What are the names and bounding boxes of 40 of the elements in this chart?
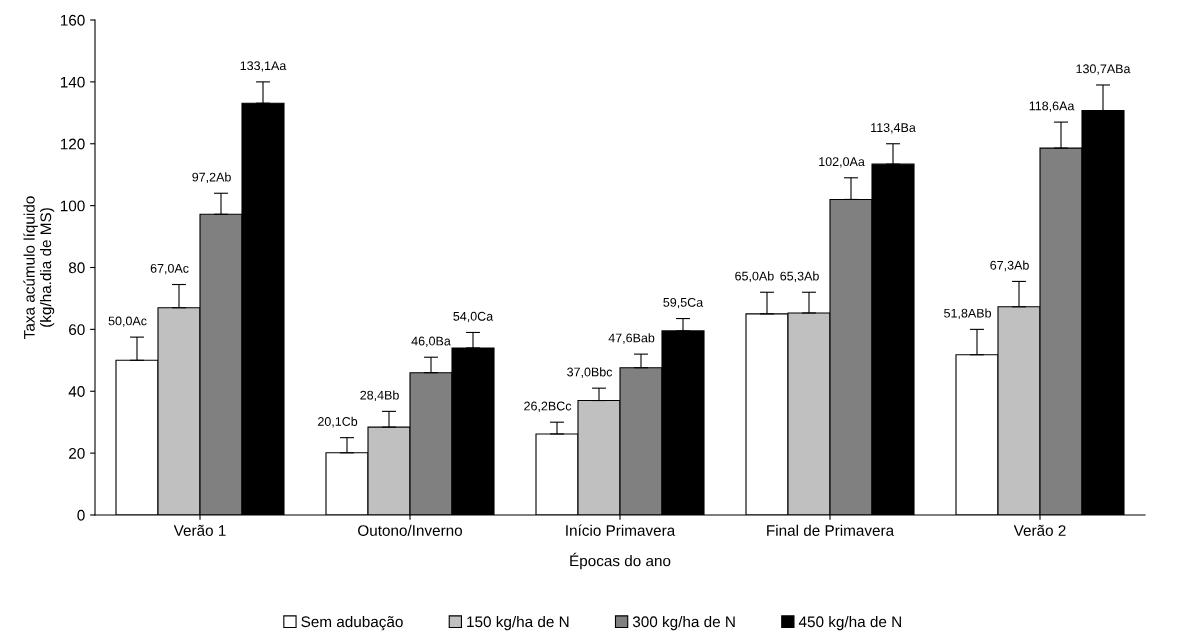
legend-label: 150 kg/ha de N — [467, 615, 569, 631]
data-label: 67,3Ab — [990, 260, 1029, 272]
data-label: 37,0Bbc — [567, 367, 613, 378]
data-label: 97,2Ab — [192, 172, 231, 183]
data-label: 133,1Aa — [240, 61, 287, 72]
data-label: 118,6Aa — [1029, 101, 1075, 112]
x-tick-label: Verão 2 — [1013, 524, 1066, 536]
y-tick-label: 100 — [60, 200, 85, 212]
data-label: 28,4Bb — [360, 390, 399, 402]
legend-label: 300 kg/ha de N — [632, 615, 735, 631]
data-label: 67,0Ac — [150, 263, 189, 275]
data-label: 50,0Ac — [108, 316, 147, 327]
legend-label: Sem adubação — [301, 615, 403, 631]
y-tick-label: 60 — [69, 324, 85, 336]
x-tick-label: Final de Primavera — [767, 524, 895, 536]
data-label: 26,2BCc — [524, 401, 572, 412]
data-label: 54,0Ca — [453, 311, 494, 323]
data-label: 46,0Ba — [411, 336, 451, 347]
legend-label: 450 kg/ha de N — [798, 615, 901, 631]
data-label: 51,8ABb — [944, 308, 991, 320]
data-label: 130,7ABa — [1076, 64, 1131, 75]
data-label: 65,0Ab — [735, 271, 774, 282]
data-label: 20,1Cb — [318, 416, 358, 428]
data-label: 113,4Ba — [871, 123, 916, 134]
data-label: 47,6Bab — [608, 333, 655, 344]
data-label: 59,5Ca — [663, 297, 704, 309]
y-tick-label: 0 — [77, 509, 85, 521]
y-tick-label: 20 — [69, 447, 85, 459]
x-tick-label: Outono/Inverno — [358, 524, 463, 536]
y-axis-title: Taxa acúmulo líquido (kg/ha.dia de MS) — [23, 196, 55, 339]
y-tick-label: 140 — [60, 76, 85, 88]
y-tick-label: 40 — [68, 386, 85, 397]
y-tick-label: 120 — [60, 138, 85, 150]
data-label: 102,0Aa — [819, 157, 865, 168]
y-tick-label: 160 — [60, 14, 85, 26]
x-tick-label: Verão 1 — [173, 524, 226, 536]
data-label: 65,3Ab — [780, 271, 819, 282]
y-tick-label: 80 — [68, 262, 85, 274]
x-tick-label: Início Primavera — [566, 524, 676, 536]
x-axis-title: Épocas do ano — [570, 552, 671, 570]
